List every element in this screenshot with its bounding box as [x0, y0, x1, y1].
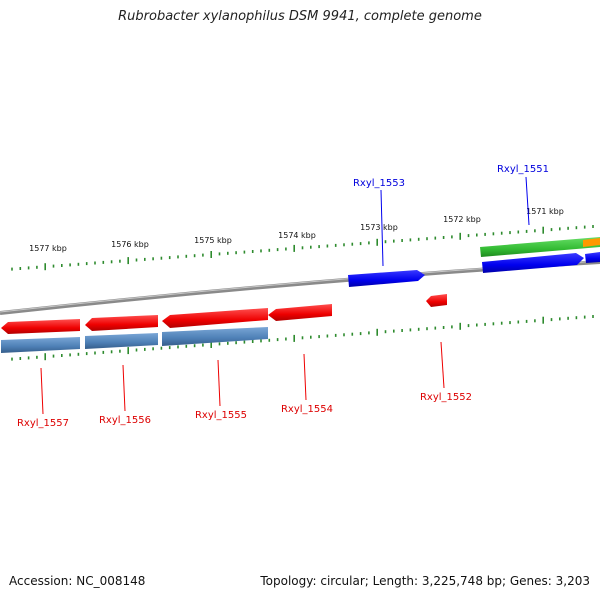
outer-tick-ruler	[11, 225, 594, 271]
leader-rxyl-1555	[217, 359, 221, 407]
gene-rxyl-1553[interactable]	[348, 270, 425, 287]
gene-next-forward[interactable]	[585, 252, 600, 263]
cds-rxyl-1556[interactable]	[85, 333, 158, 349]
gene-label-rxyl-1552[interactable]: Rxyl_1552	[420, 392, 472, 403]
accession-text: Accession: NC_008148	[9, 574, 146, 588]
gene-label-rxyl-1555[interactable]: Rxyl_1555	[195, 410, 247, 421]
gene-rxyl-1555[interactable]	[162, 308, 268, 328]
gene-label-rxyl-1554[interactable]: Rxyl_1554	[281, 404, 333, 415]
gene-rxyl-1552[interactable]	[426, 294, 447, 307]
gene-labels-bottom: Rxyl_1557 Rxyl_1556 Rxyl_1555 Rxyl_1554 …	[17, 392, 472, 429]
leader-lines	[40, 176, 530, 415]
gene-label-rxyl-1557[interactable]: Rxyl_1557	[17, 418, 69, 429]
gene-label-rxyl-1553[interactable]: Rxyl_1553	[353, 178, 405, 189]
map-title: Rubrobacter xylanophilus DSM 9941, compl…	[118, 9, 482, 24]
gene-label-rxyl-1551[interactable]: Rxyl_1551	[497, 164, 549, 175]
leader-rxyl-1556	[122, 364, 126, 412]
inner-tick-ruler	[11, 315, 594, 361]
topology-text: Topology: circular; Length: 3,225,748 bp…	[260, 574, 590, 588]
gene-rxyl-1551[interactable]	[482, 253, 584, 273]
leader-rxyl-1557	[40, 367, 44, 415]
gene-label-rxyl-1556[interactable]: Rxyl_1556	[99, 415, 151, 426]
leader-rxyl-1551	[525, 176, 530, 226]
ruler-label: 1574 kbp	[278, 231, 316, 240]
leader-rxyl-1554	[303, 353, 307, 401]
ruler-label: 1571 kbp	[526, 207, 564, 216]
ruler-label: 1576 kbp	[111, 240, 149, 249]
cds-rxyl-1555[interactable]	[162, 327, 268, 346]
ruler-labels: 1577 kbp 1576 kbp 1575 kbp 1574 kbp 1573…	[29, 207, 564, 253]
cds-rxyl-1557[interactable]	[1, 337, 80, 353]
reverse-genes	[1, 294, 447, 353]
ruler-label: 1575 kbp	[194, 236, 232, 245]
ruler-label: 1577 kbp	[29, 244, 67, 253]
gene-rxyl-1556[interactable]	[85, 315, 158, 331]
forward-genes	[348, 237, 600, 287]
ruler-label: 1573 kbp	[360, 223, 398, 232]
gene-labels-top: Rxyl_1553 Rxyl_1551	[353, 164, 549, 189]
ruler-label: 1572 kbp	[443, 215, 481, 224]
gene-rxyl-1554[interactable]	[268, 304, 332, 321]
cds-rxyl-1551[interactable]	[480, 237, 600, 257]
leader-rxyl-1552	[440, 341, 445, 389]
gene-rxyl-1557[interactable]	[1, 319, 80, 334]
leader-rxyl-1553	[380, 189, 384, 267]
cds-orange-feature[interactable]	[583, 238, 600, 247]
